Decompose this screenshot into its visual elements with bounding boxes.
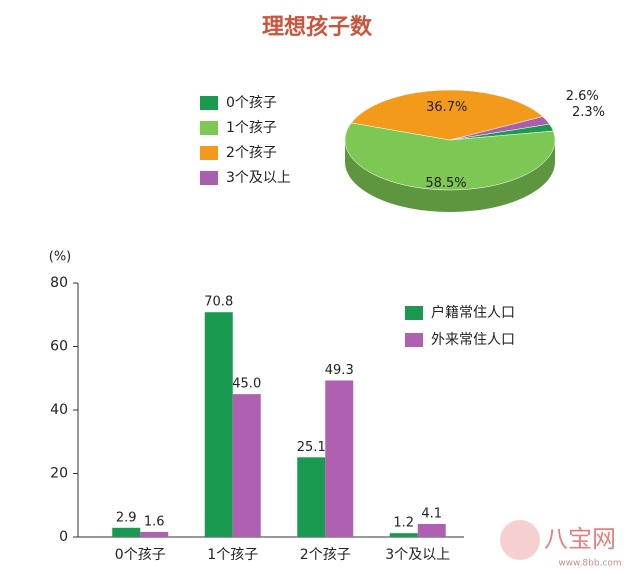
chart-title: 理想孩子数 <box>262 14 373 40</box>
bar <box>417 523 446 537</box>
x-tick-label: 3个及以上 <box>385 547 450 563</box>
legend-swatch <box>200 146 218 160</box>
legend-label: 户籍常住人口 <box>431 304 515 321</box>
pie-slice <box>449 116 550 141</box>
x-tick-label: 1个孩子 <box>207 547 258 563</box>
legend-swatch <box>405 333 423 347</box>
watermark: 八宝网 <box>544 525 616 553</box>
data-label: 36.7% <box>426 100 467 115</box>
y-axis-label: (%) <box>49 250 72 265</box>
bar <box>389 533 418 537</box>
legend-label: 外来常住人口 <box>431 332 515 348</box>
legend-label: 3个及以上 <box>226 170 291 186</box>
data-label: 49.3 <box>325 363 354 378</box>
data-label: 1.6 <box>144 514 165 529</box>
y-tick-label: 40 <box>50 402 68 418</box>
y-tick-label: 20 <box>50 466 68 482</box>
bar <box>232 394 261 537</box>
bar <box>140 531 169 537</box>
data-label: 58.5% <box>425 176 466 191</box>
legend-swatch <box>200 96 218 110</box>
data-label: 4.1 <box>421 506 442 521</box>
y-tick-label: 60 <box>50 339 68 355</box>
x-tick-label: 0个孩子 <box>115 547 166 563</box>
legend-swatch <box>200 121 218 135</box>
bar <box>325 380 354 537</box>
data-label: 2.6% <box>566 89 599 104</box>
legend-label: 2个孩子 <box>226 145 277 161</box>
y-tick-label: 0 <box>59 529 68 545</box>
legend-swatch <box>405 306 423 320</box>
pie-slice <box>350 89 544 141</box>
bar <box>112 527 141 537</box>
legend-swatch <box>200 171 218 185</box>
bar <box>204 312 233 537</box>
data-label: 2.3% <box>572 105 605 120</box>
legend-label: 0个孩子 <box>226 95 277 111</box>
y-tick-label: 80 <box>50 275 68 291</box>
data-label: 70.8 <box>204 295 233 310</box>
data-label: 45.0 <box>232 377 261 392</box>
x-tick-label: 2个孩子 <box>300 547 351 563</box>
bar <box>297 457 326 537</box>
legend-label: 1个孩子 <box>226 120 277 136</box>
watermark-icon <box>500 520 540 560</box>
watermark-url: www.8bb.com <box>558 559 621 569</box>
pie-slice <box>344 122 556 191</box>
pie-side <box>345 140 555 212</box>
data-label: 25.1 <box>297 440 326 455</box>
data-label: 1.2 <box>393 516 414 531</box>
data-label: 2.9 <box>116 510 137 525</box>
